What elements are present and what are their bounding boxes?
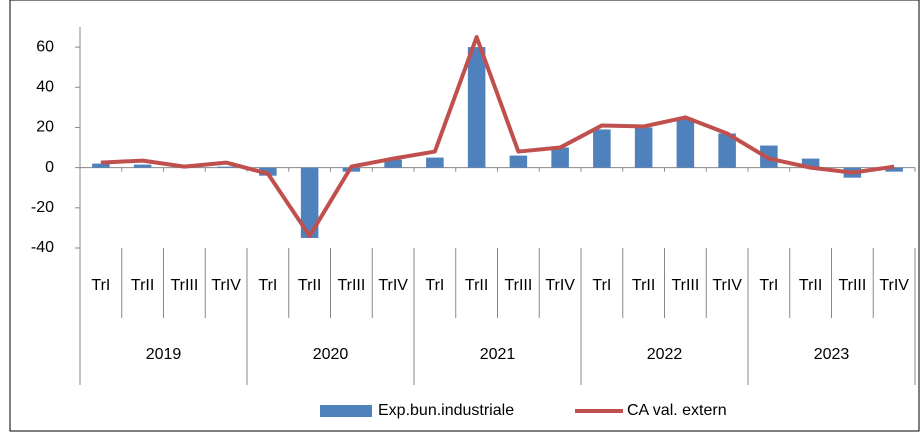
bar — [133, 164, 152, 168]
x-tick-label: TrIII — [838, 277, 866, 294]
legend-swatch — [320, 405, 372, 417]
y-tick-label: 0 — [45, 159, 54, 176]
x-group-label: 2022 — [647, 346, 683, 363]
x-tick-label: TrII — [298, 277, 321, 294]
x-tick-label: TrIII — [671, 277, 699, 294]
chart-border — [9, 0, 920, 432]
x-tick-label: TrII — [131, 277, 154, 294]
bar — [92, 163, 110, 168]
y-tick-label: -20 — [31, 199, 54, 216]
y-tick-label: 20 — [36, 119, 54, 136]
x-group-label: 2021 — [480, 346, 516, 363]
x-tick-label: TrIV — [712, 277, 742, 294]
x-tick-label: TrIV — [211, 277, 241, 294]
x-tick-label: TrIII — [337, 277, 365, 294]
bar — [300, 167, 319, 238]
bar — [426, 157, 444, 168]
x-tick-label: TrIII — [504, 277, 532, 294]
bar — [384, 159, 402, 168]
legend-label: CA val. extern — [627, 402, 727, 419]
x-tick-label: TrI — [425, 277, 444, 294]
legend-label: Exp.bun.industriale — [378, 402, 514, 419]
line — [100, 35, 895, 238]
bar — [634, 127, 653, 168]
x-tick-label: TrI — [258, 277, 277, 294]
y-tick-label: 60 — [36, 38, 54, 55]
bar — [801, 158, 820, 168]
x-tick-label: TrIV — [545, 277, 575, 294]
x-tick-label: TrII — [799, 277, 822, 294]
bar — [676, 119, 695, 168]
x-tick-label: TrI — [759, 277, 778, 294]
x-group-label: 2023 — [814, 346, 850, 363]
x-group-label: 2019 — [146, 346, 182, 363]
x-tick-label: TrIV — [378, 277, 408, 294]
bar — [718, 133, 736, 168]
x-tick-label: TrI — [91, 277, 110, 294]
bar — [885, 167, 903, 172]
bar — [217, 166, 235, 168]
y-tick-label: 40 — [36, 78, 54, 95]
x-tick-label: TrII — [632, 277, 655, 294]
bar — [467, 47, 486, 168]
x-tick-label: TrI — [592, 277, 611, 294]
bar — [593, 129, 611, 168]
x-tick-label: TrIV — [879, 277, 909, 294]
bar — [551, 147, 569, 168]
x-group-label: 2020 — [313, 346, 349, 363]
y-tick-label: -40 — [31, 239, 54, 256]
x-tick-label: TrIII — [170, 277, 198, 294]
x-tick-label: TrII — [465, 277, 488, 294]
bar — [509, 155, 528, 168]
